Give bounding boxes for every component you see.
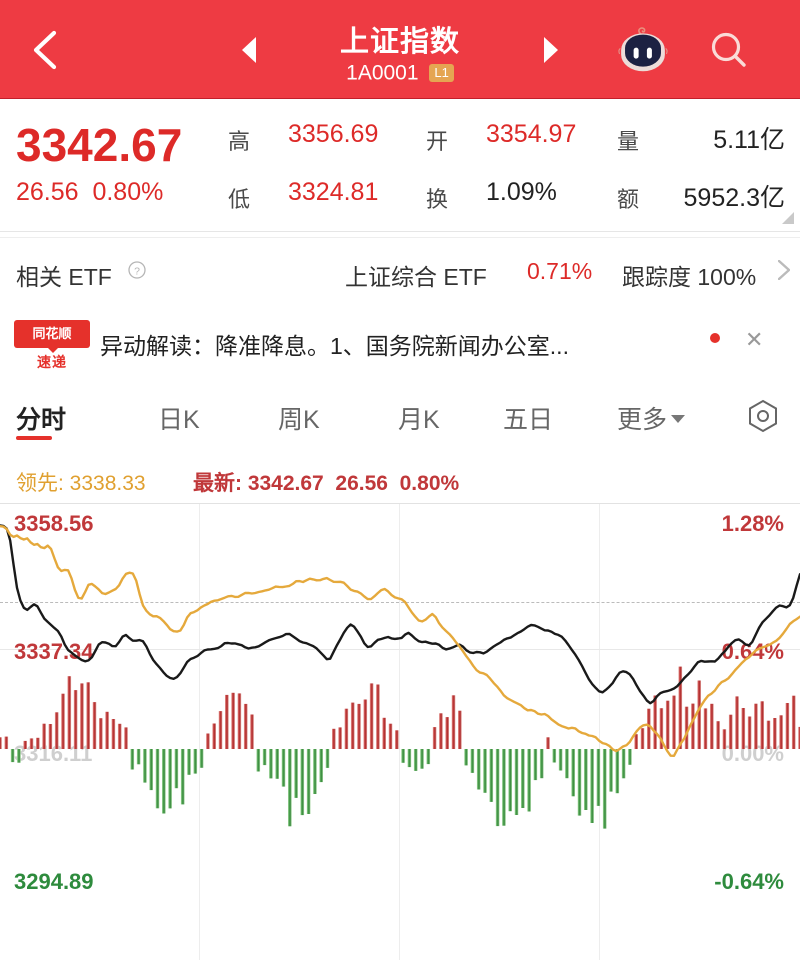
svg-text:?: ? (134, 266, 140, 278)
